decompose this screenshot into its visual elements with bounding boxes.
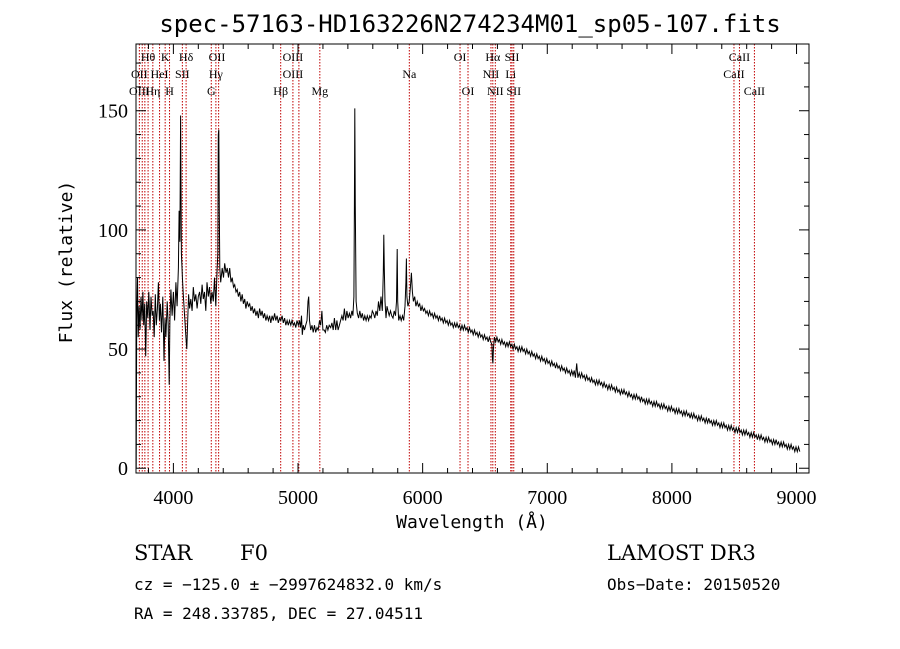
y-tick-label: 150 <box>98 101 128 123</box>
object-subclass: F0 <box>240 541 268 565</box>
plot-frame <box>135 43 810 474</box>
spectrum-line <box>135 108 801 469</box>
coordinates-text: RA = 248.33785, DEC = 27.04511 <box>134 604 423 623</box>
line-label-18: OIII <box>129 84 150 98</box>
line-label-26: SII <box>506 84 521 98</box>
line-label-25: NII <box>487 84 504 98</box>
line-label-22: Hβ <box>273 84 288 98</box>
x-tick-label: 4000 <box>153 487 193 509</box>
line-label-1: K <box>161 50 170 64</box>
x-tick-label: 5000 <box>278 487 318 509</box>
line-label-14: Na <box>402 67 417 81</box>
line-label-16: Li <box>505 67 516 81</box>
line-label-9: OII <box>131 67 148 81</box>
y-tick-label: 100 <box>98 220 128 242</box>
line-label-13: OIII <box>283 67 304 81</box>
object-class: STAR <box>134 541 193 565</box>
observation-date: Obs−Date: 20150520 <box>607 575 780 594</box>
line-label-21: G <box>207 84 216 98</box>
line-label-5: OI <box>454 50 467 64</box>
x-tick-label: 9000 <box>777 487 817 509</box>
chart-title: spec-57163-HD163226N274234M01_sp05-107.f… <box>159 10 780 38</box>
line-label-6: Hα <box>485 50 501 64</box>
survey-name: LAMOST DR3 <box>607 541 756 565</box>
y-axis-ticks: 0 50 100 150 <box>98 62 809 480</box>
line-label-17: CaII <box>723 67 744 81</box>
line-label-19: Hη <box>145 84 160 98</box>
x-axis-label: Wavelength (Å) <box>396 511 548 533</box>
line-label-12: Hγ <box>209 67 224 81</box>
line-label-0: Hθ <box>141 50 156 64</box>
x-tick-label: 8000 <box>652 487 692 509</box>
line-label-11: SII <box>175 67 190 81</box>
line-label-24: OI <box>462 84 475 98</box>
x-tick-label: 6000 <box>403 487 443 509</box>
spectral-line-markers <box>138 44 755 473</box>
line-label-4: OIII <box>283 50 304 64</box>
line-label-15: NII <box>483 67 500 81</box>
line-label-3: OII <box>209 50 226 64</box>
x-tick-label: 7000 <box>527 487 567 509</box>
line-label-10: HeI <box>151 67 169 81</box>
x-axis-ticks: 4000 5000 6000 7000 8000 9000 <box>147 44 817 509</box>
line-label-2: Hδ <box>179 50 194 64</box>
line-label-7: SII <box>505 50 520 64</box>
line-label-23: Mg <box>311 84 328 98</box>
line-label-8: CaII <box>729 50 750 64</box>
line-label-20: H <box>165 84 174 98</box>
line-label-27: CaII <box>744 84 765 98</box>
redshift-text: cz = −125.0 ± −2997624832.0 km/s <box>134 575 442 594</box>
y-axis-label: Flux (relative) <box>56 181 77 344</box>
y-tick-label: 50 <box>108 339 128 361</box>
y-tick-label: 0 <box>118 458 128 480</box>
